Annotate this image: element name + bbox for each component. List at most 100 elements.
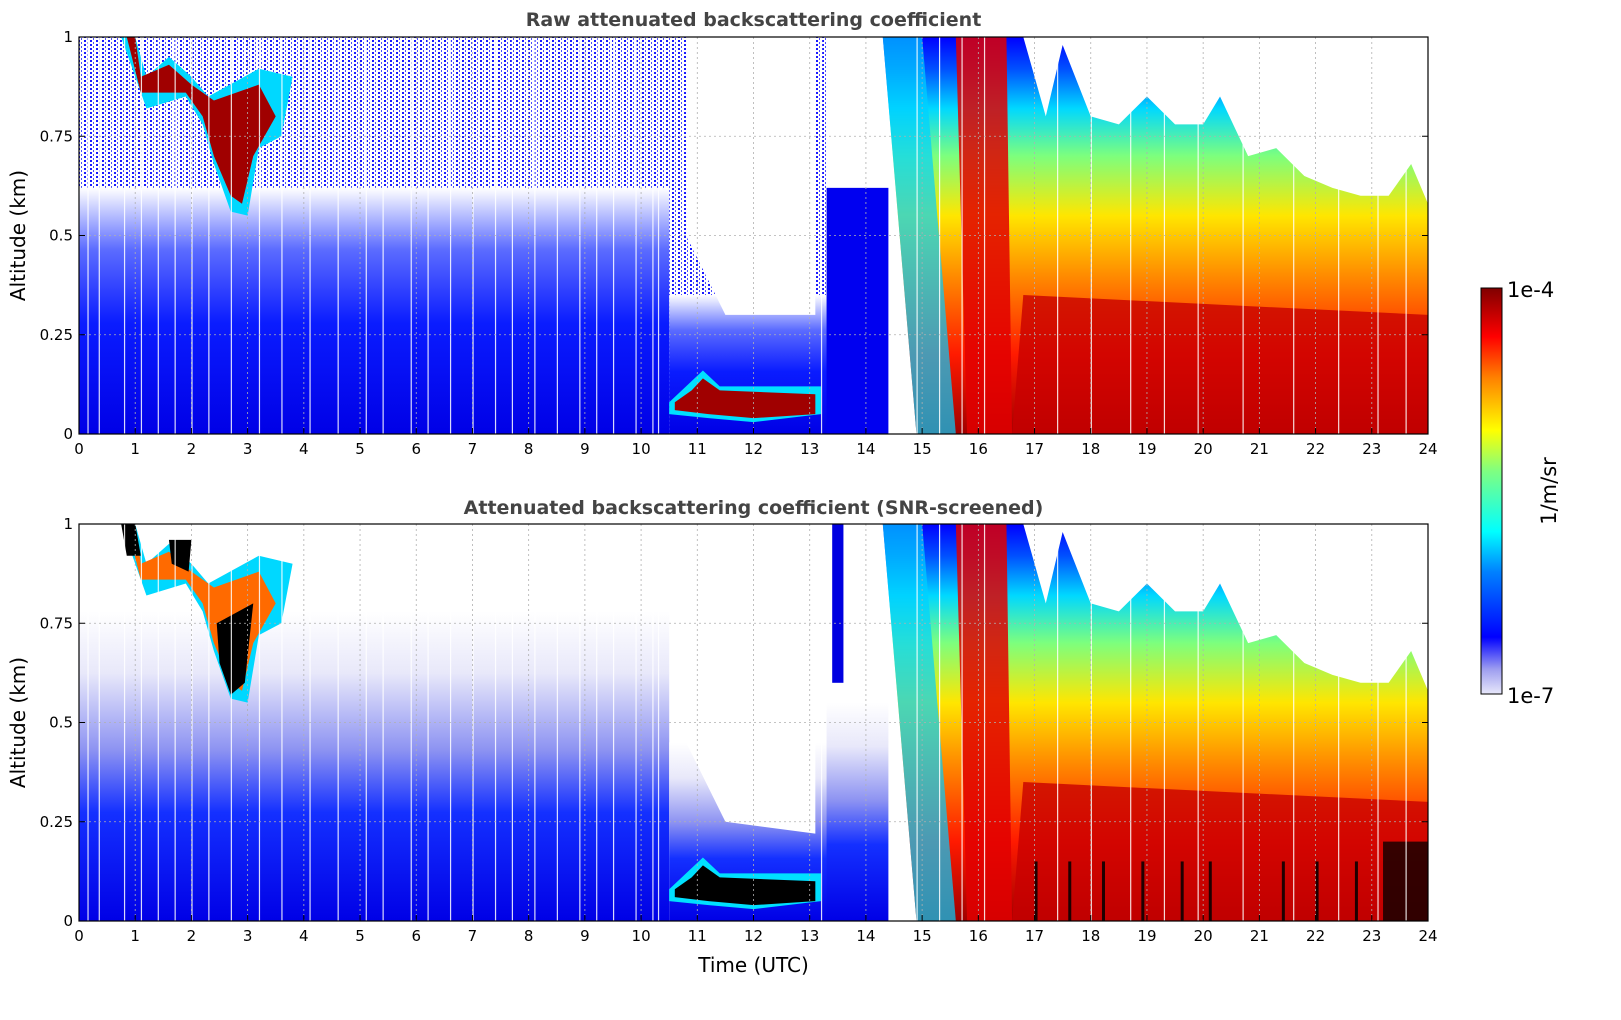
x-tick-label: 0 [74, 440, 84, 458]
missing-data-stripe [657, 524, 660, 921]
morning-aerosol [79, 611, 670, 921]
saturated-column [1141, 861, 1145, 921]
colorbar-unit-label: 1/m/sr [1537, 457, 1561, 525]
missing-data-stripe [191, 37, 193, 434]
y-tick-label: 0.75 [40, 127, 73, 145]
x-tick-label: 8 [524, 927, 534, 945]
saturated-column [1281, 861, 1285, 921]
panel-title: Attenuated backscattering coefficient (S… [464, 497, 1044, 519]
x-tick-label: 9 [580, 927, 590, 945]
missing-data-stripe [382, 37, 384, 434]
x-tick-label: 16 [969, 927, 988, 945]
missing-data-stripe [1405, 524, 1407, 921]
saturated-column [1180, 861, 1184, 921]
missing-data-stripe [365, 524, 367, 921]
low-cloud-core [674, 865, 816, 906]
x-axis-label: Time (UTC) [697, 953, 809, 977]
x-tick-label: 5 [355, 927, 365, 945]
missing-data-stripe [410, 37, 412, 434]
missing-data-stripe [1197, 37, 1199, 434]
missing-data-stripe [191, 524, 193, 921]
panels: 0 1 2 3 4 5 6 7 8 9 10 11 12 13 14 15 16 17 18 19 20 21 22 23 24… [6, 9, 1438, 977]
plume-streak [832, 524, 844, 683]
missing-data-stripe [916, 524, 918, 921]
x-tick-label: 11 [688, 440, 707, 458]
x-tick-label: 19 [1137, 927, 1156, 945]
missing-data-stripe [556, 524, 558, 921]
x-tick-label: 19 [1137, 440, 1156, 458]
x-tick-label: 3 [243, 440, 253, 458]
missing-data-stripe [365, 37, 367, 434]
saturated-column [1068, 861, 1072, 921]
missing-data-stripe [208, 37, 210, 434]
y-tick-label: 1 [63, 28, 73, 46]
saturated-column [1034, 861, 1038, 921]
missing-data-stripe [140, 37, 143, 434]
x-tick-label: 15 [913, 927, 932, 945]
missing-data-stripe [281, 37, 283, 434]
morning-aerosol [79, 187, 670, 434]
missing-data-stripe [427, 524, 429, 921]
y-tick-label: 0 [63, 425, 73, 443]
colorbar-gradient [1480, 287, 1503, 695]
pre-afternoon-aerosol [826, 187, 889, 434]
x-tick-label: 22 [1306, 927, 1325, 945]
panel-title: Raw attenuated backscattering coefficien… [526, 9, 982, 31]
x-tick-label: 7 [468, 927, 478, 945]
x-tick-label: 2 [187, 440, 197, 458]
x-tick-label: 6 [411, 440, 421, 458]
x-tick-label: 6 [411, 927, 421, 945]
missing-data-stripe [511, 524, 514, 921]
missing-data-stripe [337, 524, 339, 921]
missing-data-stripe [657, 37, 660, 434]
missing-data-stripe [1197, 524, 1199, 921]
afternoon-red-base [1012, 295, 1428, 434]
x-tick-label: 12 [744, 927, 763, 945]
x-tick-label: 24 [1418, 927, 1437, 945]
x-tick-label: 3 [243, 927, 253, 945]
missing-data-stripe [652, 37, 654, 434]
x-tick-label: 18 [1081, 440, 1100, 458]
missing-data-stripe [612, 37, 615, 434]
missing-data-stripe [1090, 524, 1092, 921]
missing-data-stripe [596, 524, 598, 921]
missing-data-stripe [472, 524, 474, 921]
low-cloud-core [674, 378, 816, 419]
missing-data-stripe [556, 37, 558, 434]
x-tick-label: 23 [1362, 440, 1381, 458]
missing-data-stripe [1405, 37, 1407, 434]
x-tick-label: 10 [632, 440, 651, 458]
x-tick-label: 13 [800, 440, 819, 458]
saturated-column [1315, 861, 1319, 921]
missing-data-stripe [281, 524, 283, 921]
x-tick-label: 18 [1081, 927, 1100, 945]
missing-data-stripe [1057, 524, 1059, 921]
x-tick-label: 20 [1194, 927, 1213, 945]
x-tick-label: 2 [187, 927, 197, 945]
y-tick-label: 1 [63, 515, 73, 533]
missing-data-stripe [635, 524, 637, 921]
colorbar-min-label: 1e-7 [1507, 684, 1554, 708]
saturated-column [1101, 861, 1105, 921]
x-tick-label: 7 [468, 440, 478, 458]
colorbar: 1e-4 1e-7 1/m/sr [1480, 278, 1561, 708]
missing-data-stripe [472, 37, 474, 434]
missing-data-stripe [410, 524, 412, 921]
x-tick-label: 20 [1194, 440, 1213, 458]
saturated-cloud [216, 603, 254, 695]
missing-data-stripe [208, 524, 210, 921]
x-tick-label: 10 [632, 927, 651, 945]
missing-data-stripe [337, 37, 339, 434]
x-tick-label: 21 [1250, 440, 1269, 458]
missing-data-stripe [157, 524, 159, 921]
missing-data-stripe [382, 524, 384, 921]
missing-data-stripe [1293, 524, 1295, 921]
missing-data-stripe [427, 37, 429, 434]
x-tick-label: 5 [355, 440, 365, 458]
saturated-block [1383, 841, 1428, 921]
missing-data-stripe [820, 37, 823, 434]
x-tick-label: 21 [1250, 927, 1269, 945]
panel-2: 0 1 2 3 4 5 6 7 8 9 10 11 12 13 14 15 16 17 18 19 20 21 22 23 24… [6, 497, 1438, 977]
clear-gap [686, 524, 816, 834]
